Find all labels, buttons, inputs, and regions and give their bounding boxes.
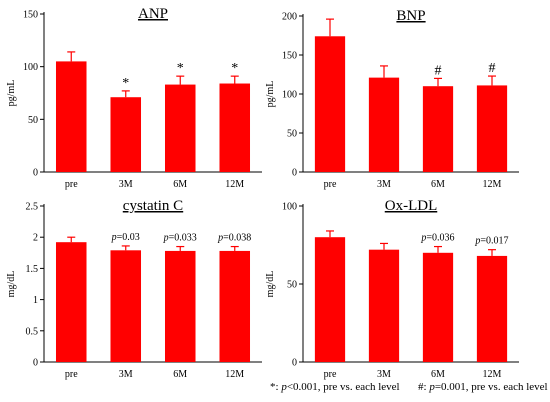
footnote-bnp: #: p=0.001, pre vs. each level <box>418 381 548 393</box>
chart-bnp: BNP pg/mL 0 50 100 150 200 pre 3M 6M #12M # <box>265 8 519 190</box>
p-value-label: p=0.038 <box>217 233 251 244</box>
bar-pre <box>314 237 346 362</box>
y-tick-label: 50 <box>28 115 38 126</box>
chart-title: ANP <box>138 6 168 22</box>
y-tick-label: 0 <box>292 358 297 369</box>
chart-title: BNP <box>396 8 425 24</box>
footnote-p: p <box>429 381 435 393</box>
y-tick-label: 150 <box>23 10 38 21</box>
x-tick-label: pre <box>324 179 337 190</box>
p-symbol: p <box>217 233 223 244</box>
chart-title: Ox-LDL <box>385 198 438 214</box>
p-value: =0.03 <box>117 232 140 243</box>
y-tick-label: 100 <box>282 90 297 101</box>
footnote-p: p <box>281 381 287 393</box>
x-tick-label: pre <box>324 369 337 380</box>
p-symbol: p <box>474 236 480 247</box>
y-tick-label: 100 <box>282 202 297 213</box>
y-axis-label: pg/mL <box>265 81 276 108</box>
x-tick-label: 6M <box>173 369 187 380</box>
footnote-symbol: *: <box>270 381 279 393</box>
x-tick-label: 3M <box>119 179 133 190</box>
footnote-symbol: #: <box>418 381 427 393</box>
significance-marker: * <box>177 61 184 76</box>
bar-3m <box>110 97 142 172</box>
x-tick-label: 6M <box>431 179 445 190</box>
bar-12m <box>219 83 251 172</box>
p-symbol: p <box>420 233 426 244</box>
significance-marker: * <box>122 76 129 91</box>
y-tick-label: 0 <box>292 168 297 179</box>
bar-3m <box>368 249 400 362</box>
y-tick-label: 1 <box>33 295 38 306</box>
p-value: =0.036 <box>426 233 454 244</box>
chart-title: cystatin C <box>123 198 183 214</box>
y-tick-label: 2 <box>33 233 38 244</box>
y-tick-label: 0 <box>33 358 38 369</box>
bar-pre <box>55 61 87 172</box>
y-tick-label: 100 <box>23 62 38 73</box>
y-tick-label: 200 <box>282 12 297 23</box>
x-tick-label: 12M <box>483 369 502 380</box>
y-axis-label: mg/dL <box>6 271 17 298</box>
x-tick-label: 12M <box>225 369 244 380</box>
x-tick-label: pre <box>65 179 78 190</box>
x-tick-label: 12M <box>225 179 244 190</box>
bar-3m <box>110 250 142 362</box>
p-value: =0.017 <box>480 236 508 247</box>
y-tick-label: 0 <box>33 168 38 179</box>
y-axis-label: pg/mL <box>6 80 17 107</box>
y-tick-label: 50 <box>287 280 297 291</box>
bar-3m <box>368 77 400 172</box>
y-tick-label: 150 <box>282 51 297 62</box>
bar-6m <box>422 252 454 362</box>
p-symbol: p <box>163 233 169 244</box>
x-tick-label: pre <box>65 369 78 380</box>
p-value-label: p=0.017 <box>474 236 508 247</box>
p-value: =0.033 <box>169 233 197 244</box>
bar-pre <box>314 36 346 172</box>
x-tick-label: 6M <box>173 179 187 190</box>
bar-6m <box>422 86 454 172</box>
x-tick-label: 6M <box>431 369 445 380</box>
x-tick-label: 12M <box>483 179 502 190</box>
y-tick-label: 1.5 <box>26 264 39 275</box>
y-tick-label: 2.5 <box>26 202 39 213</box>
significance-marker: # <box>435 63 442 78</box>
significance-marker: * <box>231 61 238 76</box>
y-tick-label: 0.5 <box>26 326 39 337</box>
p-value-label: p=0.033 <box>163 233 197 244</box>
bar-12m <box>476 255 508 362</box>
y-axis-label: mg/dL <box>265 271 276 298</box>
y-tick-label: 50 <box>287 129 297 140</box>
footnote-text: <0.001, pre vs. each level <box>286 381 400 393</box>
x-tick-label: 3M <box>119 369 133 380</box>
p-value: =0.038 <box>223 233 251 244</box>
bar-12m <box>219 250 251 362</box>
footnote-text: =0.001, pre vs. each level <box>434 381 548 393</box>
p-value-label: p=0.036 <box>420 233 454 244</box>
bar-12m <box>476 85 508 172</box>
significance-marker: # <box>489 61 496 76</box>
x-tick-label: 3M <box>377 179 391 190</box>
p-value-label: p=0.03 <box>111 232 140 243</box>
x-tick-label: 3M <box>377 369 391 380</box>
bar-pre <box>55 242 87 362</box>
footnote-anp: *: p<0.001, pre vs. each level <box>270 381 400 393</box>
chart-anp: ANP pg/mL 0 50 100 150 pre 3M * 6M * 12M * <box>6 6 262 190</box>
bar-6m <box>164 84 196 172</box>
p-symbol: p <box>111 232 117 243</box>
bar-6m <box>164 250 196 362</box>
